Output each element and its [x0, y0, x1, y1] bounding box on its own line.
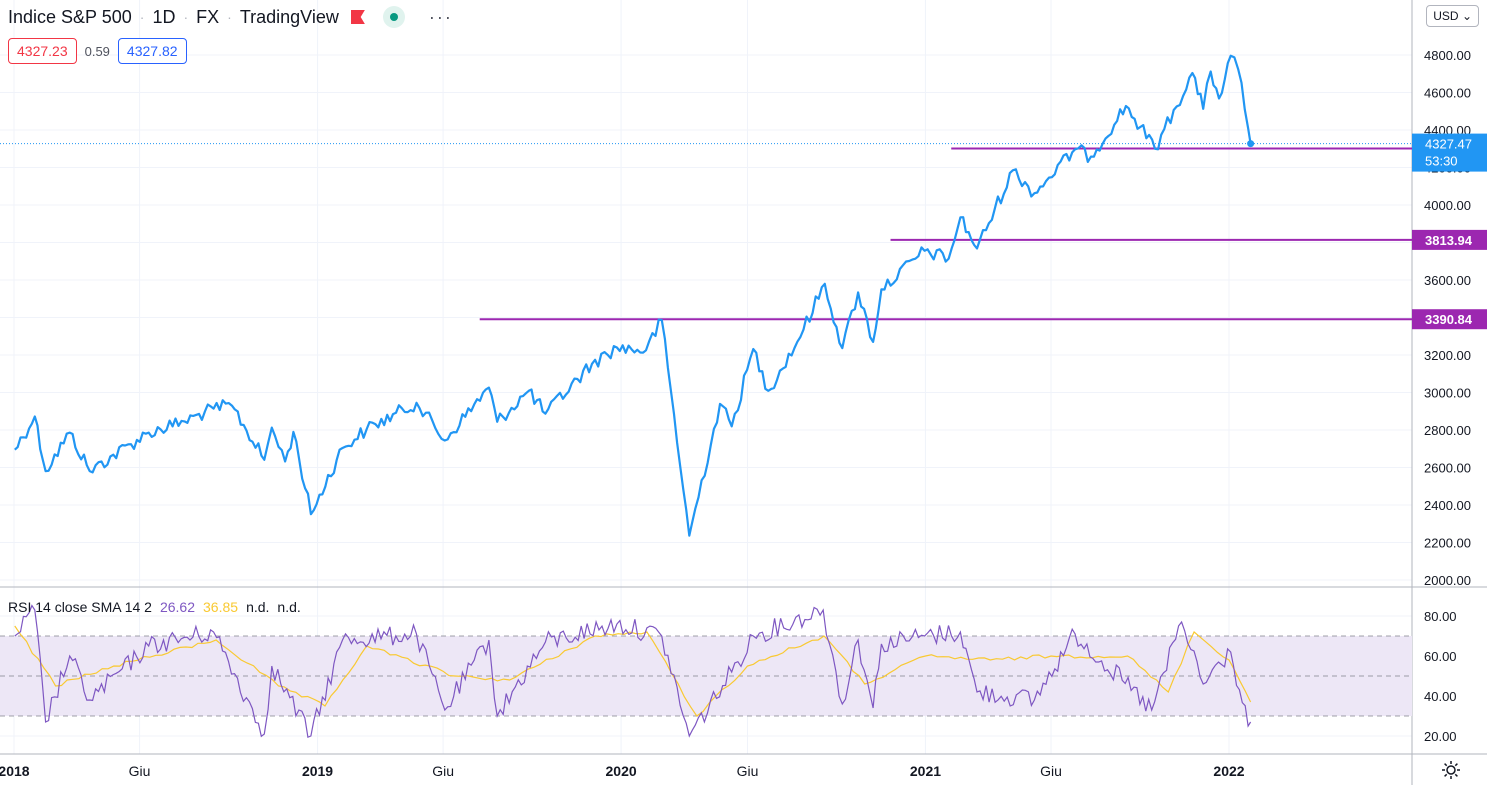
chevron-down-icon: ⌄	[1461, 9, 1472, 23]
price-tick-label: 4800.00	[1424, 48, 1471, 63]
currency-label: USD	[1433, 9, 1459, 23]
time-tick-label: Giu	[737, 763, 759, 779]
time-tick-label: 2022	[1213, 763, 1244, 779]
separator-dot: ·	[183, 9, 189, 25]
level-price-label: 3390.84	[1425, 312, 1473, 327]
market-status-icon[interactable]	[382, 6, 405, 28]
flag-icon[interactable]	[350, 10, 365, 24]
interval-label[interactable]: 1D	[152, 6, 176, 27]
price-tick-label: 3000.00	[1424, 386, 1471, 401]
price-tick-label: 2400.00	[1424, 498, 1471, 513]
price-series	[14, 54, 1255, 537]
price-axis: 2000.00 2200.00 2400.00 2600.00 2800.00 3000.…	[1412, 48, 1487, 744]
price-tick-label: 2600.00	[1424, 461, 1471, 476]
price-boxes: 4327.23 0.59 4327.82	[8, 38, 187, 64]
bid-price[interactable]: 4327.23	[8, 38, 77, 64]
time-tick-label: 2018	[0, 763, 30, 779]
na-value: n.d.	[246, 599, 270, 615]
na-value: n.d.	[277, 599, 301, 615]
price-tick-label: 2800.00	[1424, 423, 1471, 438]
time-tick-label: 2020	[606, 763, 637, 779]
rsi-tick-label: 20.00	[1424, 729, 1457, 744]
gear-icon[interactable]	[1441, 760, 1461, 780]
level-price-tag	[1412, 309, 1487, 330]
time-axis: 2018 Giu 2019 Giu 2020 Giu 2021 Giu 2022	[0, 763, 1245, 779]
time-tick-label: Giu	[129, 763, 151, 779]
rsi-series	[14, 604, 1252, 739]
level-price-label: 3813.94	[1425, 233, 1473, 248]
last-price-tag	[1412, 133, 1487, 172]
price-tick-label: 2000.00	[1424, 573, 1471, 588]
more-options-button[interactable]: ···	[428, 6, 453, 27]
rsi-indicator-label[interactable]: RSI 14 close SMA 14 2	[8, 599, 152, 615]
countdown-label: 53:30	[1425, 154, 1458, 169]
horizontal-levels	[0, 143, 1412, 321]
price-tick-label: 3200.00	[1424, 348, 1471, 363]
grid	[0, 0, 1412, 754]
rsi-tick-label: 80.00	[1424, 609, 1457, 624]
symbol-legend: Indice S&P 500 · 1D · FX · TradingView ·…	[8, 6, 453, 28]
rsi-legend: RSI 14 close SMA 14 2 26.62 36.85 n.d. n…	[8, 599, 301, 615]
source-label: TradingView	[239, 6, 339, 27]
price-tick-label: 4000.00	[1424, 198, 1471, 213]
rsi-value: 26.62	[159, 599, 196, 615]
rsi-line	[14, 604, 1252, 739]
rsi-band	[0, 635, 1412, 717]
symbol-title[interactable]: Indice S&P 500	[8, 6, 132, 27]
last-price-marker	[1247, 140, 1255, 148]
time-tick-label: 2021	[910, 763, 941, 779]
separator-dot: ·	[227, 9, 232, 25]
spread-value: 0.59	[84, 43, 110, 59]
separator-dot: ·	[139, 9, 145, 25]
rsi-tick-label: 40.00	[1424, 689, 1457, 704]
level-price-tag	[1412, 229, 1487, 250]
price-line	[14, 54, 1252, 537]
sma-line	[14, 625, 1252, 717]
price-tick-label: 4600.00	[1424, 86, 1471, 101]
time-tick-label: Giu	[432, 763, 454, 779]
ask-price[interactable]: 4327.82	[117, 38, 187, 64]
sma-value: 36.85	[203, 599, 239, 615]
time-tick-label: Giu	[1040, 763, 1062, 779]
price-tick-label: 2200.00	[1424, 536, 1471, 551]
exchange-label: FX	[196, 6, 220, 27]
currency-dropdown[interactable]: USD ⌄	[1426, 5, 1479, 27]
time-tick-label: 2019	[302, 763, 333, 779]
price-tick-label: 3600.00	[1424, 273, 1471, 288]
last-price-label: 4327.47	[1425, 137, 1472, 152]
rsi-tick-label: 60.00	[1424, 649, 1457, 664]
